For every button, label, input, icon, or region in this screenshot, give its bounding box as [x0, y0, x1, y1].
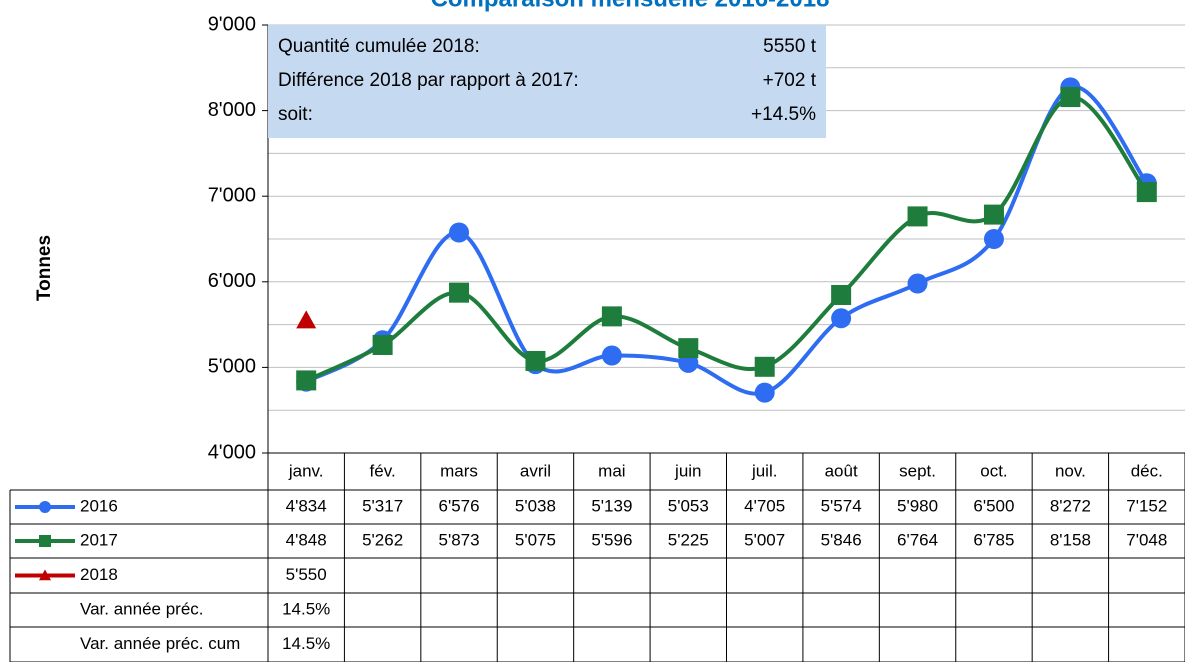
point-marker	[372, 334, 393, 355]
table-value: 8'158	[1050, 530, 1091, 549]
table-value: 5'596	[591, 530, 632, 549]
row-label: Var. année préc.	[80, 599, 204, 618]
x-tick-label: fév.	[370, 461, 396, 480]
table-value: 5'574	[821, 496, 862, 515]
point-marker	[601, 306, 622, 327]
table-value: 5'980	[897, 496, 938, 515]
x-tick-label: oct.	[980, 461, 1007, 480]
table-value: 6'764	[897, 530, 938, 549]
info-value: +14.5%	[751, 104, 816, 125]
legend-label: 2018	[80, 565, 118, 584]
table-value: 5'075	[515, 530, 556, 549]
legend-label: 2017	[80, 530, 118, 549]
chart-title: Comparaison mensuelle 2016-2018	[431, 0, 830, 12]
point-marker	[525, 350, 546, 371]
x-tick-label: mars	[440, 461, 478, 480]
x-tick-label: nov.	[1055, 461, 1086, 480]
y-tick-label: 8'000	[208, 99, 256, 121]
point-marker	[831, 284, 852, 305]
info-label: soit:	[278, 104, 313, 125]
table-value: 8'272	[1050, 496, 1091, 515]
y-tick-label: 5'000	[208, 356, 256, 378]
legend-marker	[39, 535, 51, 547]
point-marker	[831, 308, 852, 329]
legend-label: 2016	[80, 496, 118, 515]
x-tick-label: août	[825, 461, 858, 480]
table-value: 5'007	[744, 530, 785, 549]
point-marker	[754, 356, 775, 377]
x-tick-label: avril	[520, 461, 551, 480]
x-tick-label: mai	[598, 461, 625, 480]
point-marker	[678, 338, 699, 359]
table-value: 5'225	[668, 530, 709, 549]
table-value: 7'152	[1126, 496, 1167, 515]
table-value: 6'576	[439, 496, 480, 515]
y-tick-label: 6'000	[208, 270, 256, 292]
legend-marker	[39, 569, 51, 581]
table-value: 6'785	[973, 530, 1014, 549]
point-marker	[449, 222, 470, 243]
point-marker	[296, 370, 317, 391]
point-marker	[296, 310, 317, 329]
y-tick-label: 9'000	[208, 13, 256, 35]
y-tick-label: 7'000	[208, 184, 256, 206]
x-tick-label: juil.	[751, 461, 778, 480]
point-marker	[1060, 87, 1081, 108]
table-value: 6'500	[973, 496, 1014, 515]
row-label: Var. année préc. cum	[80, 634, 240, 653]
info-value: +702 t	[763, 70, 817, 91]
info-box	[268, 25, 826, 138]
info-label: Différence 2018 par rapport à 2017:	[278, 70, 579, 91]
table-value: 5'053	[668, 496, 709, 515]
series-line	[305, 84, 1149, 396]
info-value: 5550 t	[763, 36, 817, 57]
table-value: 7'048	[1126, 530, 1167, 549]
y-tick-label: 4'000	[208, 441, 256, 463]
table-value: 14.5%	[282, 634, 330, 653]
legend-marker	[39, 501, 51, 513]
table-value: 5'846	[821, 530, 862, 549]
point-marker	[983, 229, 1004, 249]
y-axis-label: Tonnes	[34, 235, 55, 301]
table-value: 5'038	[515, 496, 556, 515]
table-value: 4'705	[744, 496, 785, 515]
table-value: 4'834	[286, 496, 327, 515]
point-marker	[754, 382, 775, 403]
table-value: 5'317	[362, 496, 403, 515]
point-marker	[449, 282, 470, 303]
table-value: 5'873	[439, 530, 480, 549]
table-value: 5'262	[362, 530, 403, 549]
table-value: 5'550	[286, 565, 327, 584]
x-tick-label: déc.	[1131, 461, 1163, 480]
table-value: 14.5%	[282, 599, 330, 618]
x-tick-label: juin	[674, 461, 701, 480]
info-label: Quantité cumulée 2018:	[278, 36, 480, 57]
x-tick-label: sept.	[899, 461, 936, 480]
point-marker	[907, 206, 928, 227]
point-marker	[907, 273, 928, 294]
point-marker	[1136, 182, 1157, 203]
x-tick-label: janv.	[288, 461, 324, 480]
point-marker	[601, 345, 622, 366]
point-marker	[983, 204, 1004, 225]
table-value: 4'848	[286, 530, 327, 549]
table-value: 5'139	[591, 496, 632, 515]
